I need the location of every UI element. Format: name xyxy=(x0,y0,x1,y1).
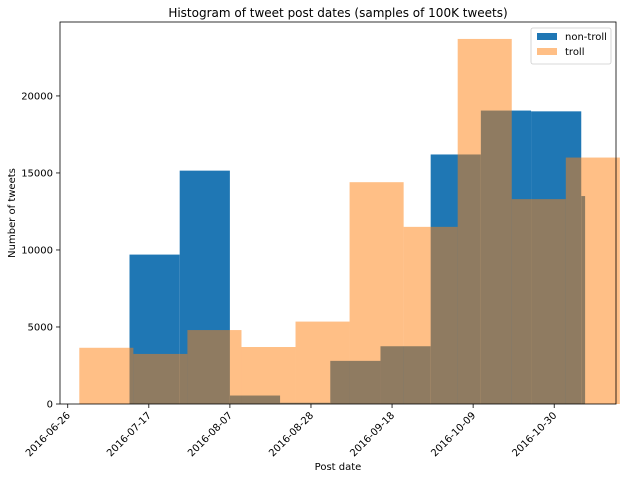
x-axis-label: Post date xyxy=(315,462,362,473)
series-troll xyxy=(79,38,620,404)
y-axis: 0 5000 10000 15000 20000 xyxy=(21,91,60,411)
legend-label-troll: troll xyxy=(565,47,585,58)
y-tick-label-4: 20000 xyxy=(21,91,53,102)
bar-troll-5 xyxy=(349,182,404,404)
y-tick-label-3: 15000 xyxy=(21,168,53,179)
bar-troll-6 xyxy=(403,226,458,404)
bar-troll-2 xyxy=(187,330,242,404)
y-tick-label-2: 10000 xyxy=(21,245,53,256)
legend-swatch-troll xyxy=(537,48,557,55)
bar-troll-4 xyxy=(295,321,350,404)
bar-troll-3 xyxy=(241,347,296,404)
chart-title: Histogram of tweet post dates (samples o… xyxy=(168,6,507,20)
legend-swatch-non-troll xyxy=(537,33,557,40)
y-tick-label-1: 5000 xyxy=(28,322,53,333)
legend: non-troll troll xyxy=(530,27,612,65)
bar-troll-1 xyxy=(133,353,188,404)
y-axis-label: Number of tweets xyxy=(7,168,18,258)
bar-troll-7 xyxy=(457,38,512,404)
bars-layer xyxy=(79,38,620,404)
bar-troll-8 xyxy=(511,199,566,404)
bar-troll-9 xyxy=(565,157,620,404)
plot-frame xyxy=(59,21,617,405)
y-tick-label-0: 0 xyxy=(47,400,53,411)
bar-troll-0 xyxy=(79,347,134,404)
legend-label-non-troll: non-troll xyxy=(565,32,607,43)
